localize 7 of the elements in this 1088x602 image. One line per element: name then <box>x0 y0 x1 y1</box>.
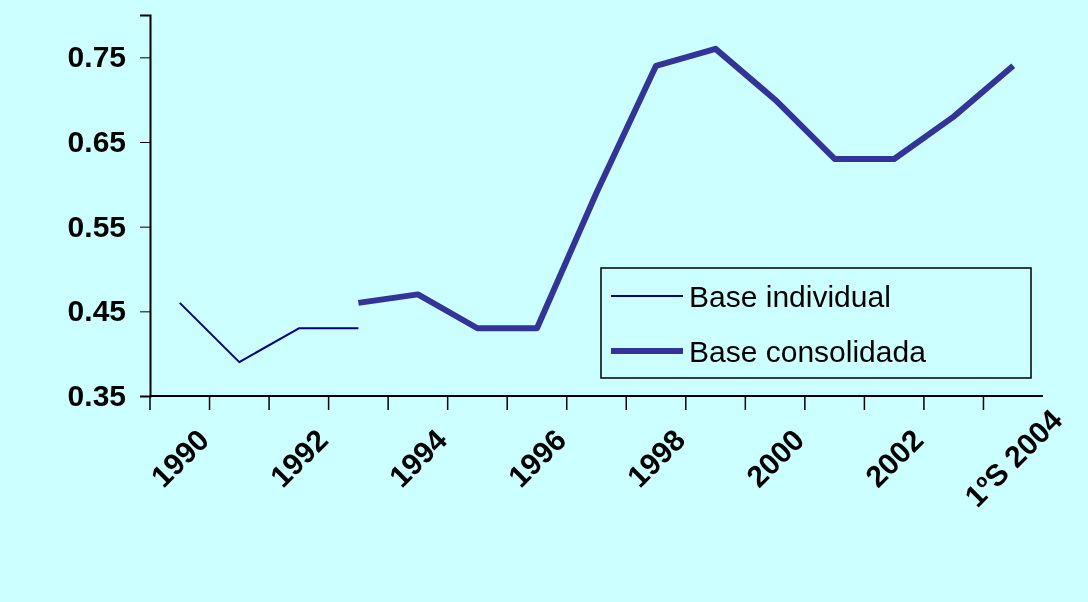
y-tick-label: 0.65 <box>67 125 126 159</box>
legend-label: Base consolidada <box>689 335 927 368</box>
y-tick-label: 0.35 <box>67 379 126 413</box>
y-tick-label: 0.45 <box>67 294 126 328</box>
legend-label: Base individual <box>689 280 891 313</box>
y-tick-label: 0.55 <box>67 209 126 243</box>
y-tick-label: 0.75 <box>67 40 126 74</box>
